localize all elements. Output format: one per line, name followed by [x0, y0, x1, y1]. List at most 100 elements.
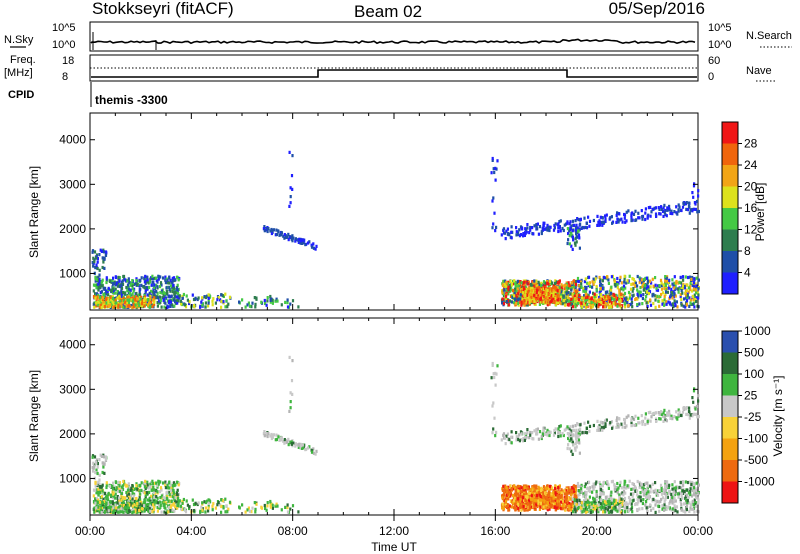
- power-cell: [164, 292, 167, 296]
- velocity-cell: [565, 489, 568, 493]
- velocity-cell: [269, 499, 272, 504]
- velocity-cell: [241, 503, 244, 507]
- power-cell: [110, 297, 113, 301]
- power-cell: [160, 305, 163, 309]
- velocity-cell: [491, 404, 494, 408]
- velocity-cell: [535, 501, 538, 505]
- velocity-cell: [126, 494, 129, 498]
- velocity-cell: [682, 509, 685, 513]
- power-cell: [604, 302, 607, 306]
- power-cell: [560, 290, 563, 294]
- velocity-cell: [571, 501, 575, 505]
- power-cell: [595, 284, 598, 289]
- power-cell: [143, 299, 146, 303]
- velocity-cell: [150, 488, 153, 492]
- power-cell: [674, 294, 677, 298]
- power-cell: [625, 210, 628, 214]
- velocity-cell: [152, 485, 155, 489]
- velocity-cell: [224, 497, 227, 501]
- power-cell: [544, 281, 547, 285]
- power-cell: [107, 304, 110, 308]
- power-cell: [609, 216, 612, 220]
- power-cell: [575, 297, 578, 301]
- velocity-cell: [103, 500, 106, 504]
- power-cell: [676, 305, 679, 309]
- power-cell: [280, 231, 283, 235]
- power-cell: [590, 300, 593, 304]
- power-cell: [549, 279, 552, 283]
- velocity-cell: [156, 505, 159, 510]
- power-cell: [92, 256, 95, 260]
- power-cell: [579, 218, 582, 222]
- velocity-cell: [192, 509, 195, 513]
- velocity-cell: [260, 505, 263, 509]
- velocity-cell: [509, 494, 512, 498]
- velocity-cell: [165, 496, 169, 500]
- power-cell: [536, 288, 539, 293]
- velocity-cell: [167, 499, 170, 503]
- power-cell: [546, 288, 549, 293]
- power-cell: [140, 276, 143, 280]
- velocity-cell: [561, 496, 564, 500]
- power-cell: [604, 290, 607, 294]
- power-cell: [680, 297, 683, 301]
- power-cell: [559, 219, 562, 223]
- power-cell: [153, 300, 156, 304]
- power-cell: [540, 281, 543, 285]
- velocity-cell: [135, 496, 138, 501]
- power-cell: [696, 304, 699, 308]
- velocity-cell: [99, 506, 102, 510]
- power-cell: [103, 257, 106, 261]
- power-cell: [586, 298, 589, 302]
- velocity-cell: [98, 473, 101, 477]
- power-cell: [662, 206, 665, 210]
- power-cell: [103, 301, 106, 305]
- power-cell: [565, 222, 568, 226]
- power-cell: [627, 279, 630, 283]
- power-cell: [541, 227, 544, 231]
- power-cell: [133, 298, 136, 302]
- velocity-cell: [142, 490, 145, 494]
- power-cell: [649, 303, 653, 307]
- velocity-cell: [111, 495, 114, 500]
- power-cell: [605, 213, 608, 217]
- power-cell: [664, 213, 667, 217]
- velocity-cell: [583, 499, 586, 503]
- power-cell: [177, 278, 180, 282]
- velocity-cell: [513, 484, 516, 488]
- velocity-cell: [545, 503, 548, 507]
- power-cell: [692, 207, 695, 211]
- power-cell: [271, 298, 274, 302]
- velocity-cell: [184, 510, 188, 514]
- velocity-cell: [120, 488, 123, 493]
- power-cell: [177, 294, 180, 298]
- velocity-cell: [266, 434, 269, 439]
- velocity-cell: [160, 488, 163, 492]
- power-cell: [667, 300, 670, 304]
- power-cell: [290, 237, 293, 241]
- power-cell: [217, 296, 220, 300]
- velocity-cell: [161, 496, 164, 500]
- power-cell: [582, 303, 585, 307]
- power-cell: [101, 265, 104, 270]
- velocity-cell: [505, 496, 508, 500]
- velocity-cell: [124, 483, 127, 487]
- velocity-cell: [176, 493, 179, 497]
- velocity-cell: [103, 506, 106, 510]
- velocity-cell: [144, 502, 147, 506]
- velocity-cell: [290, 379, 294, 383]
- power-cell: [680, 286, 683, 290]
- velocity-cell: [161, 501, 164, 505]
- velocity-cell: [123, 482, 126, 486]
- power-cell: [567, 231, 570, 236]
- velocity-cell: [559, 500, 563, 504]
- power-cell: [619, 299, 622, 303]
- velocity-cell: [138, 495, 141, 499]
- velocity-cell: [544, 486, 547, 490]
- date-title: 05/Sep/2016: [609, 0, 705, 18]
- power-cell: [662, 209, 665, 213]
- power-cell: [280, 303, 283, 307]
- power-cell: [152, 280, 155, 284]
- velocity-cell: [522, 505, 525, 509]
- power-cell: [117, 303, 120, 307]
